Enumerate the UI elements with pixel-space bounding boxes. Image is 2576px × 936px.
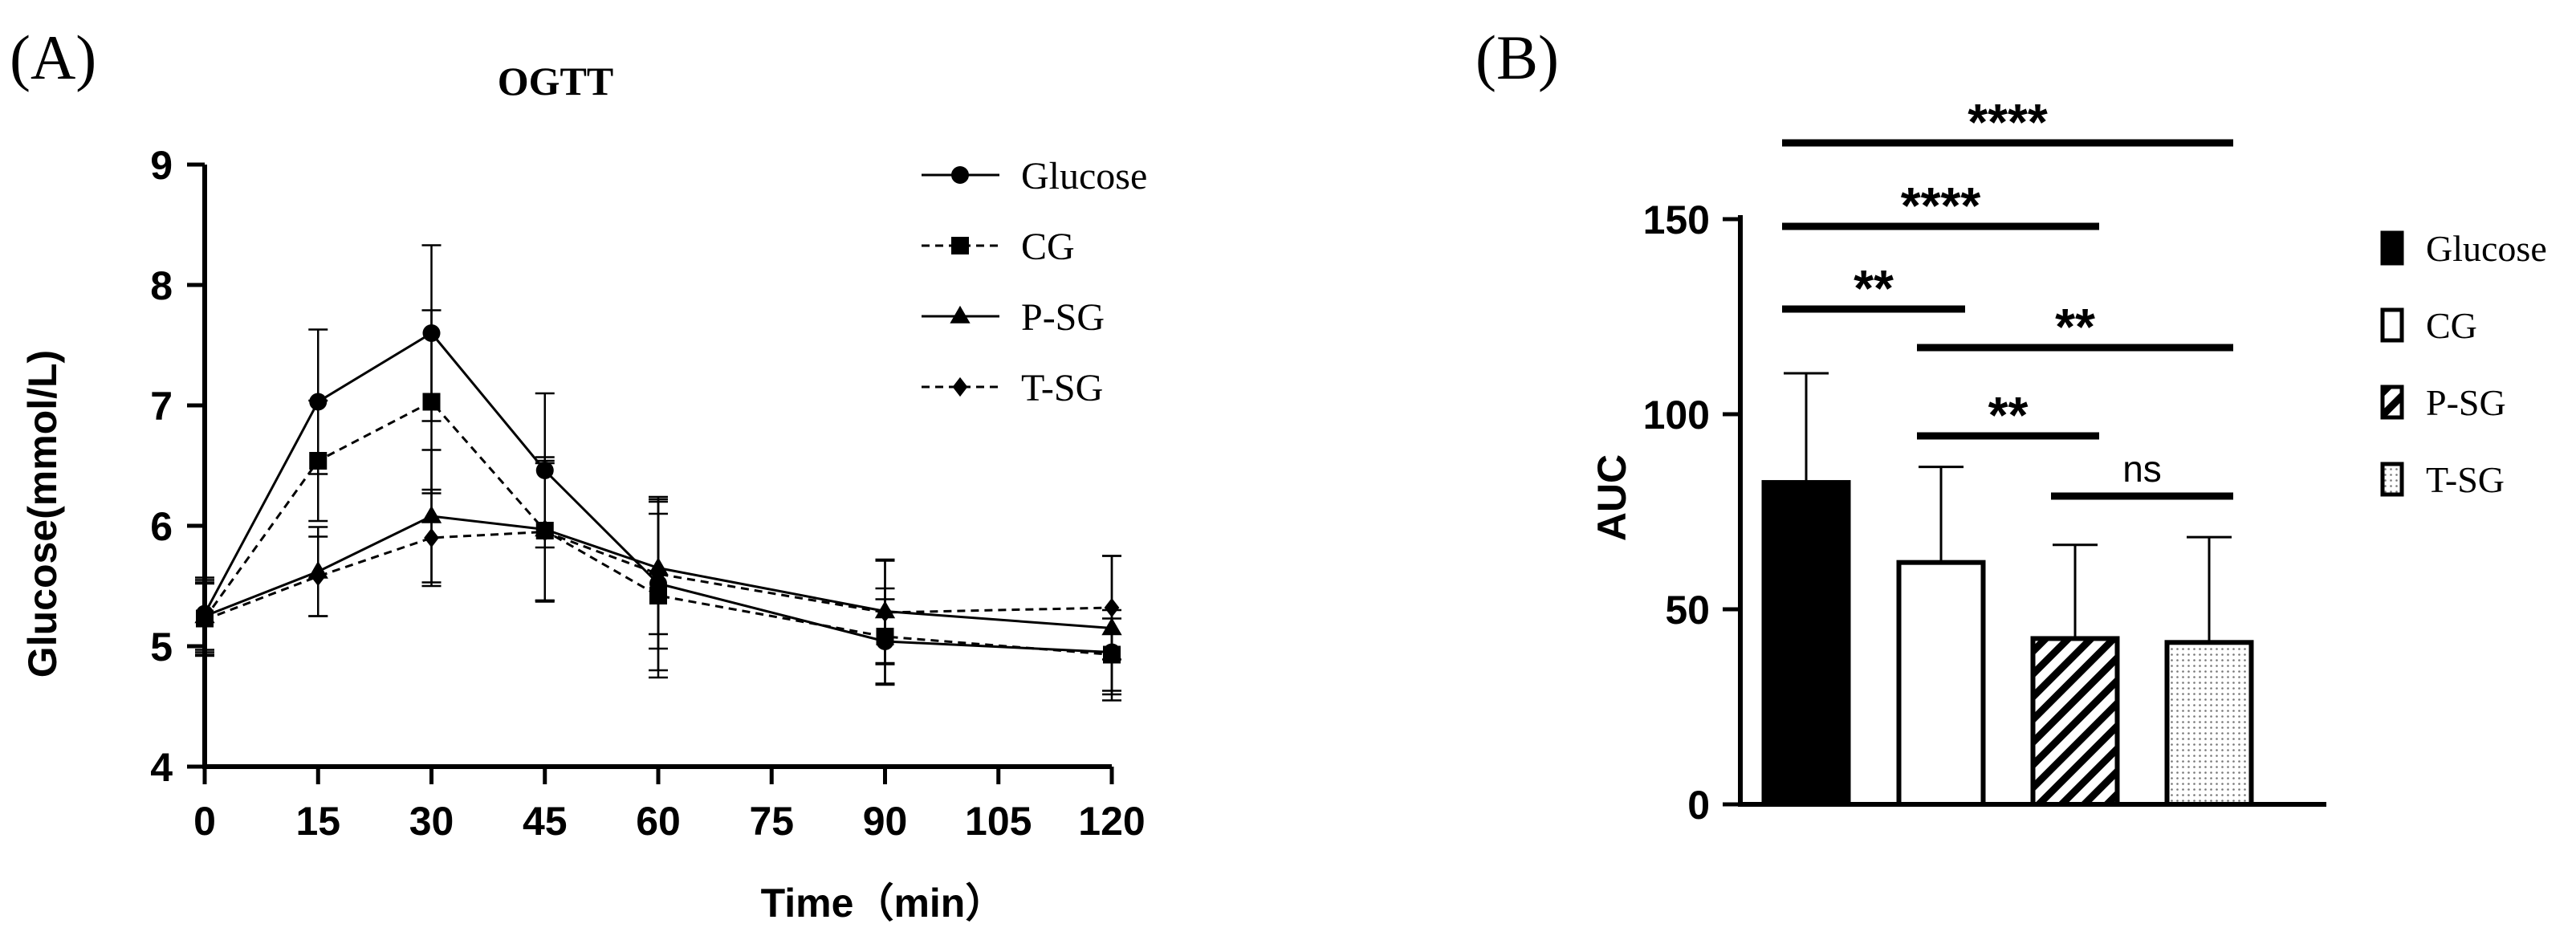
legend-label: P-SG: [1021, 296, 1105, 339]
legend-swatch: [2380, 385, 2404, 420]
legend-swatch: [2380, 307, 2404, 343]
chart-b-legend: Glucose CG P-SG T-SG: [2380, 228, 2547, 500]
chart-a-data-point: [650, 564, 666, 584]
legend-marker: [951, 237, 969, 254]
bar-t-sg: [2164, 640, 2254, 807]
significance-label: **: [1988, 386, 2029, 444]
legend-label: T-SG: [1021, 367, 1103, 409]
legend-label: CG: [1021, 226, 1075, 268]
bar-p-sg: [2030, 636, 2120, 808]
chart-a-data-point: [310, 566, 326, 587]
chart-a-series-t-sg: [195, 462, 1121, 665]
chart-a-x-tick-label: 105: [965, 799, 1032, 844]
chart-a-x-tick-label: 90: [863, 799, 908, 844]
chart-a-y-tick-label: 4: [150, 745, 173, 790]
chart-a-x-tick-label: 60: [636, 799, 681, 844]
chart-a-y-tick-label: 7: [150, 384, 173, 429]
chart-b-y-tick-label: 50: [1665, 588, 1710, 633]
chart-a-x-tick-label: 45: [523, 799, 568, 844]
chart-b-ylabel: AUC: [1589, 454, 1634, 541]
bar-glucose: [1761, 480, 1851, 807]
legend-swatch: [2380, 230, 2404, 266]
chart-a-y-tick-label: 8: [150, 263, 173, 308]
chart-a-y-tick-label: 6: [150, 504, 173, 549]
panel-a-label: (A): [10, 22, 96, 92]
auc-bar-chart: AUC 050100150**************nsGlucoseCGP-…: [1589, 93, 2547, 828]
legend-label: Glucose: [1021, 155, 1147, 197]
bar-cg: [1896, 560, 1986, 807]
chart-b-y-tick-label: 150: [1643, 197, 1710, 242]
significance-label: ****: [1901, 177, 1981, 234]
chart-a-x-tick-label: 120: [1078, 799, 1145, 844]
chart-a-data-point: [309, 452, 328, 470]
chart-a-data-point: [422, 393, 441, 411]
significance-label: ****: [1968, 93, 2048, 151]
chart-a-data-point: [197, 609, 213, 630]
legend-label: Glucose: [2426, 228, 2547, 269]
chart-a-data-point: [537, 522, 553, 542]
legend-label: CG: [2426, 305, 2477, 346]
chart-a-legend: Glucose CG P-SG T-SG: [922, 155, 1147, 409]
legend-marker: [952, 376, 968, 397]
chart-a-x-tick-label: 75: [749, 799, 794, 844]
panel-b-label: (B): [1475, 22, 1559, 92]
significance-label: **: [1854, 259, 1894, 317]
legend-marker: [950, 305, 971, 324]
legend-swatch: [2380, 462, 2404, 497]
chart-a-data-point: [424, 527, 439, 548]
legend-label: T-SG: [2426, 459, 2505, 500]
significance-label: **: [2055, 298, 2095, 356]
chart-a-data-point: [1104, 597, 1120, 618]
chart-b-y-tick-label: 100: [1643, 393, 1710, 437]
chart-a-y-tick-label: 5: [150, 625, 173, 669]
significance-label: ns: [2122, 448, 2162, 490]
chart-a-xlabel: Time（min）: [761, 881, 1006, 926]
chart-a-title: OGTT: [498, 59, 613, 104]
chart-a-y-tick-label: 9: [150, 143, 173, 188]
legend-marker: [951, 166, 969, 184]
chart-a-ylabel: Glucose(mmol/L): [20, 350, 65, 678]
legend-label: P-SG: [2426, 382, 2506, 423]
chart-a-x-tick-label: 15: [295, 799, 340, 844]
chart-a-x-tick-label: 30: [409, 799, 454, 844]
chart-a-x-tick-label: 0: [193, 799, 216, 844]
chart-a-data-point: [877, 602, 893, 623]
chart-b-y-tick-label: 0: [1687, 783, 1710, 828]
